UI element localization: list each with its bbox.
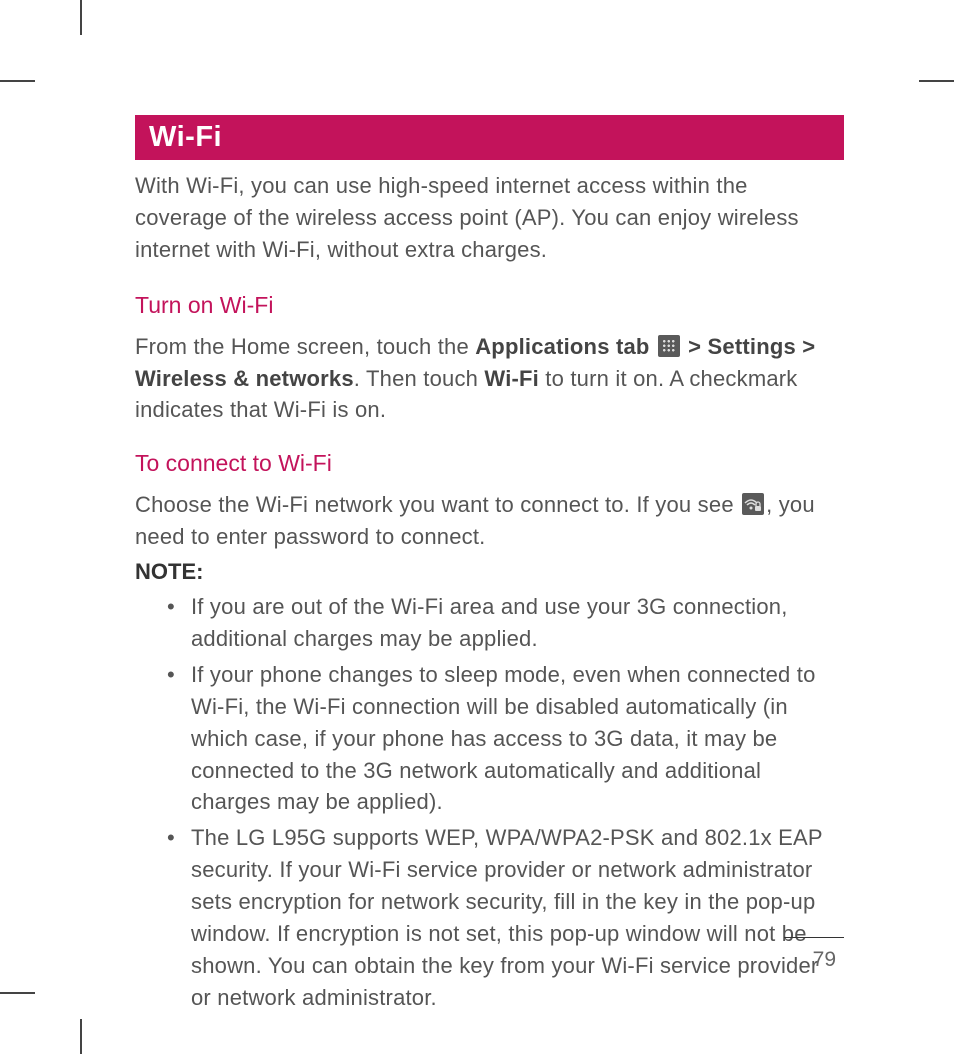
- intro-text: With Wi-Fi, you can use high-speed inter…: [135, 170, 844, 266]
- note-label: NOTE:: [135, 559, 844, 585]
- section1-body: From the Home screen, touch the Applicat…: [135, 331, 844, 427]
- wifi-locked-icon: [742, 493, 764, 515]
- applications-tab-icon: [658, 335, 680, 357]
- crop-mark: [80, 0, 82, 35]
- crop-mark: [0, 80, 35, 82]
- list-item: If your phone changes to sleep mode, eve…: [167, 659, 844, 818]
- page-content: Wi-Fi With Wi-Fi, you can use high-speed…: [135, 115, 844, 1018]
- list-item: If you are out of the Wi-Fi area and use…: [167, 591, 844, 655]
- text-fragment: . Then touch: [354, 366, 485, 391]
- page-rule: [784, 937, 844, 938]
- text-fragment: From the Home screen, touch the: [135, 334, 475, 359]
- text-bold: Wi-Fi: [484, 366, 539, 391]
- crop-mark: [0, 992, 35, 994]
- page-title: Wi-Fi: [135, 115, 844, 160]
- section2-body: Choose the Wi-Fi network you want to con…: [135, 489, 844, 553]
- crop-mark: [80, 1019, 82, 1054]
- note-list: If you are out of the Wi-Fi area and use…: [135, 591, 844, 1014]
- section-heading-turn-on: Turn on Wi-Fi: [135, 292, 844, 319]
- section-heading-connect: To connect to Wi-Fi: [135, 450, 844, 477]
- text-bold: Applications tab: [475, 334, 649, 359]
- page-number: 79: [813, 948, 836, 972]
- list-item: The LG L95G supports WEP, WPA/WPA2-PSK a…: [167, 822, 844, 1013]
- crop-mark: [919, 80, 954, 82]
- text-fragment: Choose the Wi-Fi network you want to con…: [135, 492, 740, 517]
